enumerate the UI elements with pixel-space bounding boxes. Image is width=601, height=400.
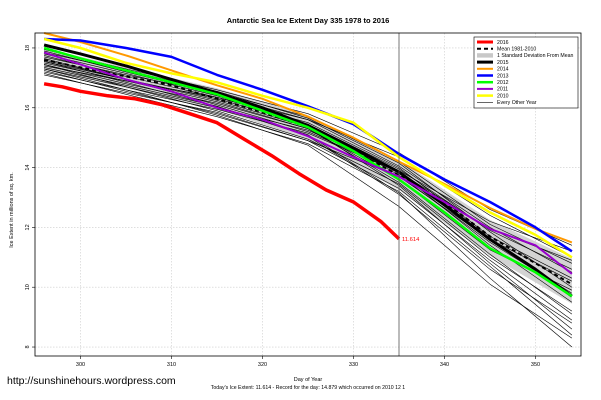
legend-label: 2012 bbox=[497, 80, 509, 86]
source-url: http://sunshinehours.wordpress.com bbox=[7, 375, 176, 387]
legend-label: 2010 bbox=[497, 93, 509, 99]
y-tick-label: 16 bbox=[25, 105, 31, 111]
x-axis-ticks: 300 310 320 330 340 350 bbox=[76, 356, 540, 368]
footer-note: Today's Ice Extent: 11.614 - Record for … bbox=[211, 385, 406, 391]
y-tick-label: 14 bbox=[25, 165, 31, 171]
x-tick-label: 320 bbox=[258, 362, 267, 368]
last-value-label: 11.614 bbox=[402, 237, 420, 243]
series-other-year bbox=[44, 67, 573, 348]
legend-swatch bbox=[477, 53, 493, 58]
series-2010 bbox=[43, 37, 573, 259]
series-2014 bbox=[43, 32, 573, 244]
series-other-year bbox=[44, 68, 573, 252]
series-2016 bbox=[43, 82, 401, 241]
y-axis-ticks: 8 10 12 14 16 18 bbox=[25, 45, 35, 349]
plot-frame bbox=[34, 32, 582, 357]
series-2011 bbox=[43, 51, 573, 275]
y-tick-label: 18 bbox=[25, 45, 31, 51]
series-other-year bbox=[44, 73, 573, 336]
x-tick-label: 300 bbox=[76, 362, 85, 368]
y-axis-label: Ice Extent in millions of sq. km. bbox=[9, 172, 15, 248]
legend-label: Mean 1981-2010 bbox=[497, 47, 536, 53]
x-tick-label: 330 bbox=[349, 362, 358, 368]
y-tick-label: 10 bbox=[25, 284, 31, 290]
y-tick-label: 12 bbox=[25, 224, 31, 230]
legend-label: 2011 bbox=[497, 87, 508, 93]
chart-title: Antarctic Sea Ice Extent Day 335 1978 to… bbox=[227, 16, 390, 25]
y-tick-label: 8 bbox=[25, 345, 31, 348]
series-2012 bbox=[43, 46, 573, 298]
legend-label: 1 Standard Deviation From Mean bbox=[497, 53, 574, 59]
std-dev-band bbox=[44, 48, 572, 304]
legend-label: Every Other Year bbox=[497, 100, 537, 106]
x-tick-label: 340 bbox=[440, 362, 449, 368]
series-2013 bbox=[44, 37, 573, 253]
series-mean-1981-2010 bbox=[43, 58, 573, 286]
legend-label: 2016 bbox=[497, 40, 509, 46]
legend-label: 2015 bbox=[497, 60, 509, 66]
series-2015 bbox=[43, 43, 573, 298]
x-tick-label: 350 bbox=[531, 362, 540, 368]
series-other-year bbox=[44, 62, 573, 291]
legend-label: 2014 bbox=[497, 67, 509, 73]
series-lines bbox=[43, 32, 573, 348]
x-tick-label: 310 bbox=[167, 362, 176, 368]
x-axis-label: Day of Year bbox=[294, 377, 323, 383]
series-other-year bbox=[44, 49, 573, 246]
legend-label: 2013 bbox=[497, 73, 509, 79]
std-dev-band-area bbox=[44, 48, 572, 304]
